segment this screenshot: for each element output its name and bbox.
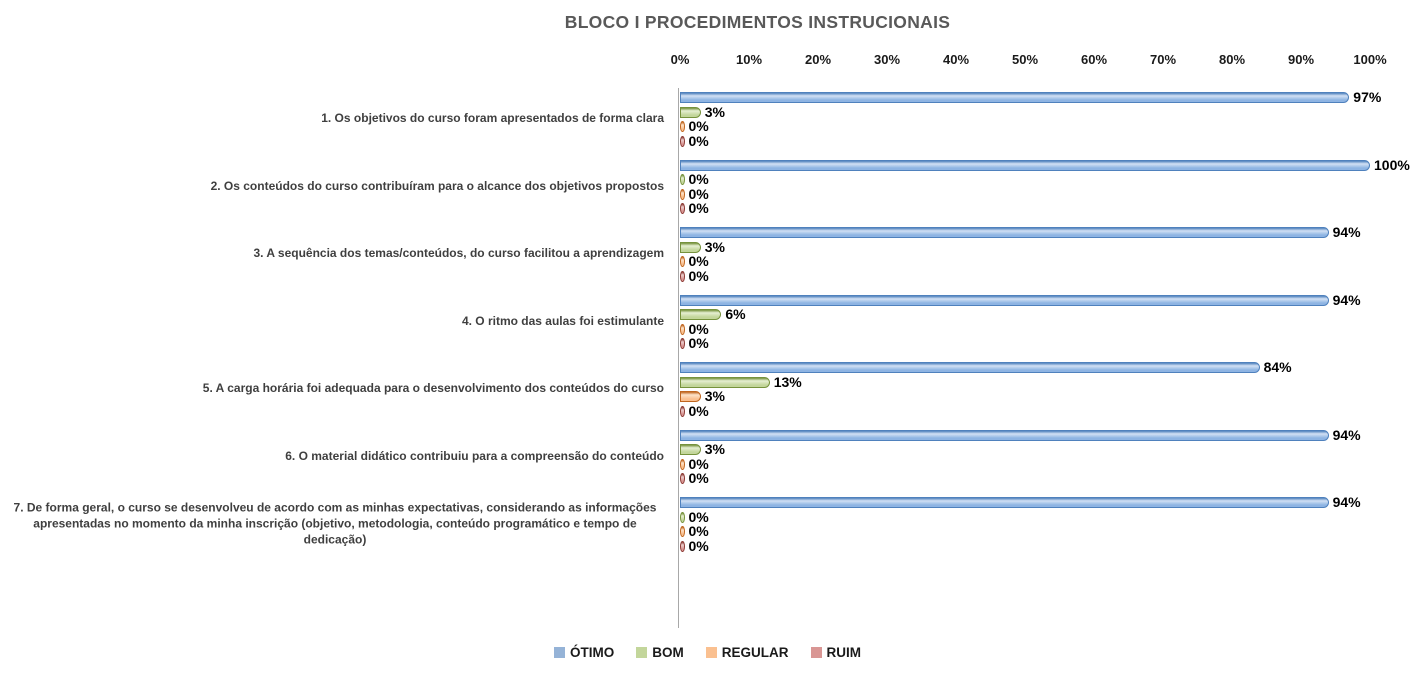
bar-bom xyxy=(680,511,685,523)
value-label: 0% xyxy=(688,320,709,337)
x-axis-tick: 90% xyxy=(1287,52,1315,67)
value-label: 3% xyxy=(704,441,725,458)
value-label: 0% xyxy=(688,200,709,217)
category-label: 5. A carga horária foi adequada para o d… xyxy=(202,381,664,396)
bar-regular xyxy=(680,323,685,335)
value-label: 0% xyxy=(688,185,709,202)
value-label: 0% xyxy=(688,171,709,188)
x-axis-tick: 80% xyxy=(1218,52,1246,67)
value-label: 0% xyxy=(688,508,709,525)
value-label: 3% xyxy=(704,238,725,255)
value-label: 0% xyxy=(688,267,709,284)
x-axis-tick: 10% xyxy=(735,52,763,67)
bar-ruim xyxy=(680,540,685,552)
bar-ruim xyxy=(680,405,685,417)
x-axis-tick: 0% xyxy=(670,52,690,67)
bar--timo xyxy=(680,92,1350,103)
x-axis-tick: 30% xyxy=(873,52,901,67)
bar--timo xyxy=(680,362,1260,373)
bar--timo xyxy=(680,294,1329,306)
category-label: 1. Os objetivos do curso foram apresenta… xyxy=(321,111,664,126)
bar-regular xyxy=(680,121,685,133)
bar-regular xyxy=(680,391,701,403)
value-label: 0% xyxy=(688,253,709,270)
bar--timo xyxy=(680,227,1329,238)
legend-label: RUIM xyxy=(826,645,862,660)
value-label: 0% xyxy=(688,523,709,540)
value-label: 94% xyxy=(1332,224,1361,240)
bar-ruim xyxy=(680,135,685,147)
legend-item-bom: BOM xyxy=(636,645,684,660)
value-label: 0% xyxy=(688,455,709,472)
bar-bom xyxy=(680,309,722,321)
bar--timo xyxy=(680,429,1329,441)
bar--timo xyxy=(680,497,1329,508)
legend: ÓTIMO BOM REGULAR RUIM xyxy=(0,645,1415,660)
legend-swatch-icon xyxy=(636,647,648,658)
value-label: 0% xyxy=(688,470,709,487)
bar-bom xyxy=(680,174,685,186)
y-axis-line xyxy=(678,88,679,628)
value-label: 84% xyxy=(1263,359,1292,375)
legend-item-regular: REGULAR xyxy=(705,645,789,660)
legend-label: REGULAR xyxy=(721,645,789,660)
bar-regular xyxy=(680,188,685,200)
value-label: 0% xyxy=(688,402,709,419)
category-label: 3. A sequência dos temas/conteúdos, do c… xyxy=(253,246,664,261)
bar-bom xyxy=(680,106,701,118)
value-label: 0% xyxy=(688,537,709,554)
value-label: 94% xyxy=(1332,494,1361,510)
legend-swatch-icon xyxy=(705,647,717,658)
category-label: 7. De forma geral, o curso se desenvolve… xyxy=(13,500,657,546)
legend-item-ruim: RUIM xyxy=(810,645,862,660)
category-label: 2. Os conteúdos do curso contribuíram pa… xyxy=(210,178,664,193)
category-label: 4. O ritmo das aulas foi estimulante xyxy=(461,313,664,328)
chart-title: BLOCO I PROCEDIMENTOS INSTRUCIONAIS xyxy=(564,12,951,32)
legend-label: BOM xyxy=(652,645,684,660)
value-label: 6% xyxy=(725,306,746,323)
legend-item--timo: ÓTIMO xyxy=(554,645,614,660)
bar-ruim xyxy=(680,270,685,282)
bar-ruim xyxy=(680,203,685,215)
x-axis-tick: 100% xyxy=(1353,52,1387,67)
bar-ruim xyxy=(680,473,685,485)
bar-regular xyxy=(680,458,685,470)
category-label: 6. O material didático contribuiu para a… xyxy=(285,448,664,463)
value-label: 0% xyxy=(688,118,709,135)
value-label: 94% xyxy=(1332,291,1361,308)
legend-swatch-icon xyxy=(554,647,565,658)
value-label: 100% xyxy=(1374,156,1410,173)
value-label: 0% xyxy=(688,132,709,149)
x-axis-tick: 60% xyxy=(1080,52,1108,67)
value-label: 94% xyxy=(1332,426,1361,443)
bar--timo xyxy=(680,159,1370,171)
bar-bom xyxy=(680,376,770,388)
x-axis-tick: 50% xyxy=(1011,52,1039,67)
x-axis-tick: 40% xyxy=(942,52,970,67)
bar-regular xyxy=(680,526,685,538)
bar-ruim xyxy=(680,338,685,350)
legend-swatch-icon xyxy=(810,647,822,658)
value-label: 3% xyxy=(704,388,725,405)
value-label: 0% xyxy=(688,335,709,352)
bar-regular xyxy=(680,256,685,268)
bar-bom xyxy=(680,444,701,456)
value-label: 97% xyxy=(1353,89,1382,105)
x-axis-tick: 20% xyxy=(804,52,832,67)
legend-label: ÓTIMO xyxy=(570,645,615,660)
bar-bom xyxy=(680,241,701,253)
value-label: 3% xyxy=(704,103,725,120)
value-label: 13% xyxy=(773,373,802,390)
x-axis-tick: 70% xyxy=(1149,52,1177,67)
